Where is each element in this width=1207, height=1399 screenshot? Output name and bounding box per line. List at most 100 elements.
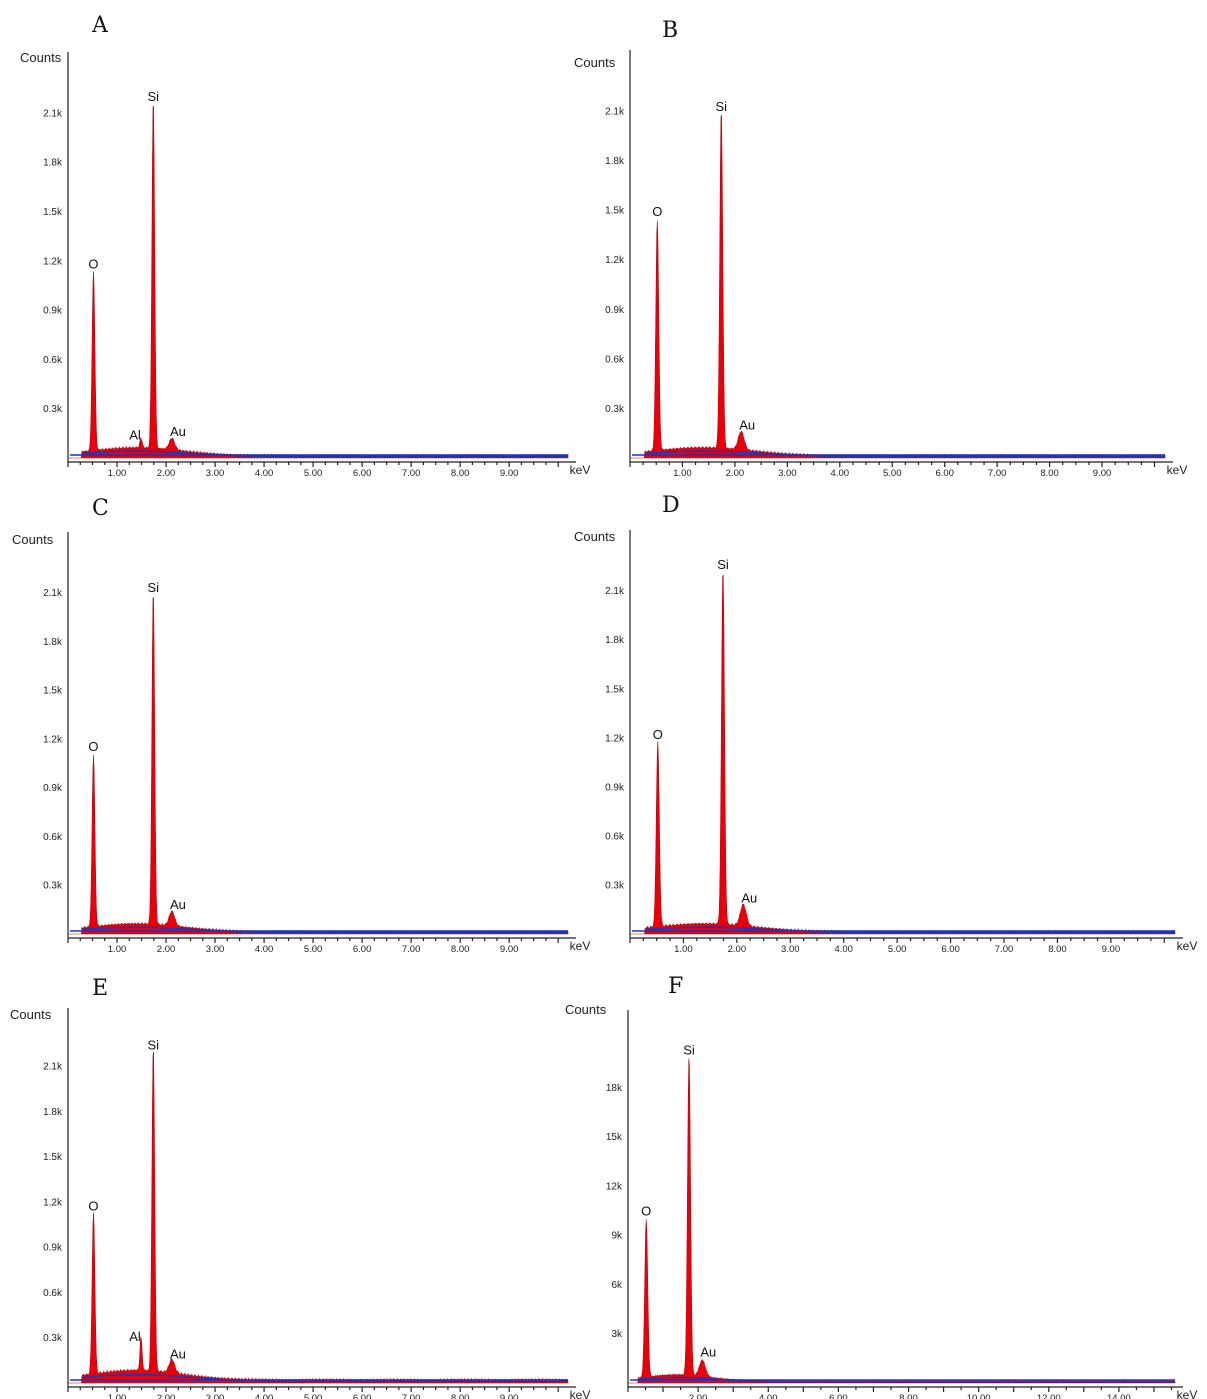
x-tick-label: 4.00 — [255, 1393, 274, 1399]
panel-letter: A — [91, 13, 109, 38]
peak-label-au: Au — [170, 1346, 186, 1361]
x-tick-label: 6.00 — [353, 468, 372, 479]
peak-label-si: Si — [148, 1038, 160, 1053]
x-tick-label: 10.00 — [967, 1393, 991, 1399]
x-tick-label: 3.00 — [206, 944, 225, 955]
peak-label-si: Si — [717, 557, 729, 572]
x-tick-label: 6.00 — [829, 1393, 848, 1399]
spectrum-series — [630, 574, 1176, 935]
peak-label-o: O — [88, 1199, 98, 1214]
x-axis-unit: keV — [1167, 463, 1188, 477]
y-axis-label: Counts — [10, 1007, 52, 1022]
x-tick-label: 6.00 — [353, 1393, 372, 1399]
y-tick-label: 1.8k — [605, 156, 625, 167]
x-axis-unit: keV — [570, 463, 591, 477]
y-tick-label: 1.8k — [43, 1107, 63, 1118]
x-tick-label: 9.00 — [500, 1393, 519, 1399]
panel-C: C Counts 0.3k 0.6k 0.9k 1.2k 1.5k 1.8k 2.1k 1.00 2… — [12, 496, 590, 955]
y-tick-label: 15k — [606, 1132, 623, 1143]
panel-letter: C — [92, 496, 109, 521]
x-tick-label: 3.00 — [778, 468, 797, 479]
peak-label-si: Si — [148, 580, 160, 595]
x-tick-label: 2.00 — [726, 468, 745, 479]
y-tick-label: 1.5k — [43, 686, 63, 697]
y-tick-label: 1.2k — [605, 255, 625, 266]
x-tick-label: 4.00 — [255, 468, 274, 479]
y-tick-label: 12k — [606, 1181, 623, 1192]
panel-D: D Counts 0.3k 0.6k 0.9k 1.2k 1.5k 1.8k 2.1k 1.00 2… — [574, 493, 1197, 955]
peak-label-o: O — [653, 727, 663, 742]
panel-B: B Counts 0.3k 0.6k 0.9k 1.2k 1.5k 1.8k 2.1k 1.00 2… — [574, 18, 1187, 479]
y-tick-label: 0.9k — [43, 306, 63, 317]
background-fit-line — [644, 450, 1165, 458]
x-tick-label: 9.00 — [500, 944, 519, 955]
x-axis-unit: keV — [570, 1388, 591, 1399]
y-tick-label: 2.1k — [43, 108, 63, 119]
x-tick-label: 2.00 — [157, 468, 176, 479]
spectrum-series — [68, 1051, 569, 1384]
peak-label-au: Au — [700, 1345, 716, 1360]
y-tick-label: 9k — [611, 1231, 623, 1242]
x-tick-label: 8.00 — [1048, 944, 1067, 955]
background-fit-line — [81, 1373, 568, 1382]
x-tick-label: 4.00 — [831, 468, 850, 479]
y-tick-label: 1.8k — [43, 158, 63, 169]
x-tick-label: 5.00 — [888, 944, 907, 955]
x-tick-label: 8.00 — [451, 944, 470, 955]
y-tick-label: 0.3k — [605, 404, 625, 415]
x-tick-label: 3.00 — [206, 1393, 225, 1399]
y-tick-label: 1.5k — [43, 1152, 63, 1163]
spectrum-series — [630, 114, 1166, 459]
y-axis-label: Counts — [12, 532, 54, 547]
y-tick-label: 0.9k — [43, 783, 63, 794]
background-fit-line — [644, 926, 1175, 934]
y-tick-label: 1.5k — [605, 206, 625, 217]
x-tick-label: 3.00 — [781, 944, 800, 955]
x-axis-unit: keV — [570, 939, 591, 953]
y-tick-label: 1.8k — [605, 635, 625, 646]
x-tick-label: 7.00 — [402, 944, 421, 955]
x-tick-label: 14.00 — [1107, 1393, 1131, 1399]
y-tick-label: 1.2k — [43, 256, 63, 267]
spectrum-series — [68, 105, 569, 459]
x-tick-label: 6.00 — [941, 944, 960, 955]
y-axis-label: Counts — [20, 50, 62, 65]
y-tick-label: 1.2k — [43, 734, 63, 745]
x-tick-label: 2.00 — [157, 944, 176, 955]
y-tick-label: 1.2k — [605, 733, 625, 744]
x-tick-label: 5.00 — [304, 468, 323, 479]
peak-label-o: O — [652, 204, 662, 219]
x-tick-label: 9.00 — [1093, 468, 1112, 479]
x-tick-label: 5.00 — [304, 944, 323, 955]
x-tick-label: 1.00 — [108, 468, 127, 479]
y-tick-label: 0.6k — [43, 1288, 63, 1299]
y-tick-label: 0.3k — [43, 1333, 63, 1344]
peak-label-si: Si — [148, 89, 160, 104]
spectrum-series — [68, 597, 569, 935]
y-tick-label: 0.6k — [43, 355, 63, 366]
x-tick-label: 9.00 — [500, 468, 519, 479]
peak-label-au: Au — [741, 890, 757, 905]
peak-label-au: Au — [170, 897, 186, 912]
x-tick-label: 8.00 — [451, 1393, 470, 1399]
x-tick-label: 4.00 — [834, 944, 853, 955]
x-tick-label: 7.00 — [402, 468, 421, 479]
y-tick-label: 0.9k — [605, 782, 625, 793]
panel-letter: F — [668, 974, 683, 999]
y-tick-label: 2.1k — [43, 588, 63, 599]
x-tick-label: 9.00 — [1102, 944, 1121, 955]
y-tick-label: 1.2k — [43, 1197, 63, 1208]
peak-label-o: O — [88, 256, 98, 271]
x-tick-label: 5.00 — [304, 1393, 323, 1399]
y-axis-label: Counts — [565, 1002, 607, 1017]
peak-label-al: Al — [129, 1329, 141, 1344]
x-tick-label: 5.00 — [883, 468, 902, 479]
y-tick-label: 18k — [606, 1083, 623, 1094]
y-axis-label: Counts — [574, 529, 616, 544]
x-tick-label: 1.00 — [108, 944, 127, 955]
y-tick-label: 1.5k — [605, 684, 625, 695]
x-tick-label: 1.00 — [673, 468, 692, 479]
y-tick-label: 0.3k — [43, 404, 63, 415]
panel-letter: D — [662, 493, 680, 518]
x-tick-label: 8.00 — [899, 1393, 918, 1399]
